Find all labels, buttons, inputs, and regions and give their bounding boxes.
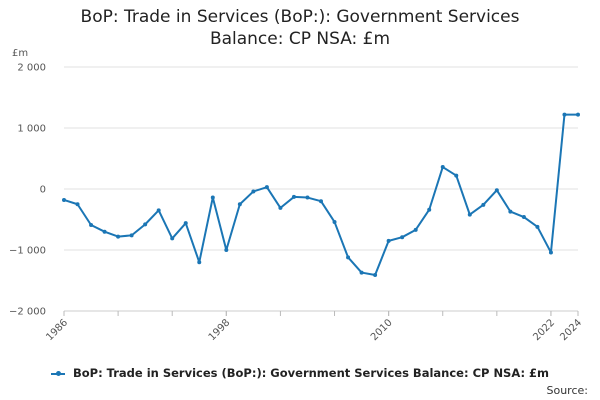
data-point[interactable] xyxy=(521,215,526,220)
data-point[interactable] xyxy=(481,202,486,207)
data-point[interactable] xyxy=(346,255,351,260)
chart-title-line-2: Balance: CP NSA: £m xyxy=(209,29,391,49)
series-group xyxy=(62,112,580,278)
data-point[interactable] xyxy=(535,224,540,229)
data-point[interactable] xyxy=(129,233,134,238)
x-tick-label: 2010 xyxy=(369,317,395,343)
data-point[interactable] xyxy=(224,248,229,252)
data-point[interactable] xyxy=(386,238,391,243)
data-point[interactable] xyxy=(548,250,553,255)
data-point[interactable] xyxy=(170,236,175,241)
data-point[interactable] xyxy=(427,207,432,212)
data-point[interactable] xyxy=(467,212,472,217)
y-axis-ticks: 2 000 1 000 0 −1 000 −2 000 xyxy=(9,63,46,318)
data-point[interactable] xyxy=(183,221,188,226)
chart-title-line-1: BoP: Trade in Services (BoP:): Governmen… xyxy=(80,7,520,27)
data-point[interactable] xyxy=(75,202,80,207)
data-point[interactable] xyxy=(359,270,364,275)
data-point[interactable] xyxy=(332,219,337,224)
data-point[interactable] xyxy=(440,165,445,170)
y-tick-label: 2 000 xyxy=(17,63,46,74)
x-axis-ticks: 1986 1998 2010 2022 2024 xyxy=(44,310,584,343)
x-tick-label: 2022 xyxy=(531,317,557,343)
series-line xyxy=(63,113,578,277)
y-tick-label: −2 000 xyxy=(9,307,46,318)
data-point[interactable] xyxy=(454,173,459,178)
x-tick-label: 1998 xyxy=(207,317,233,343)
data-point[interactable] xyxy=(102,229,107,234)
data-point[interactable] xyxy=(400,235,405,240)
data-point[interactable] xyxy=(562,112,567,117)
chart-title: BoP: Trade in Services (BoP:): Governmen… xyxy=(0,6,600,50)
data-point[interactable] xyxy=(319,199,323,204)
y-axis-unit-label: £m xyxy=(12,48,28,59)
x-tick-label: 1986 xyxy=(44,317,70,343)
data-point[interactable] xyxy=(156,208,161,213)
data-point[interactable] xyxy=(305,195,310,200)
y-tick-label: 1 000 xyxy=(17,124,46,135)
data-point[interactable] xyxy=(251,189,256,194)
data-point[interactable] xyxy=(291,194,296,199)
gridlines xyxy=(64,66,578,312)
legend: BoP: Trade in Services (BoP:): Governmen… xyxy=(0,366,600,380)
data-point[interactable] xyxy=(210,195,215,200)
data-point[interactable] xyxy=(143,222,148,227)
data-point[interactable] xyxy=(494,188,499,193)
data-point[interactable] xyxy=(278,205,283,210)
data-point[interactable] xyxy=(197,260,202,265)
data-point[interactable] xyxy=(576,112,580,117)
source-label: Source: xyxy=(546,384,589,397)
x-tick-label: 2024 xyxy=(558,317,584,343)
data-point[interactable] xyxy=(264,185,269,190)
data-point[interactable] xyxy=(413,227,418,232)
data-point[interactable] xyxy=(508,209,513,214)
legend-swatch-icon xyxy=(50,370,65,376)
y-tick-label: 0 xyxy=(40,185,46,196)
legend-label: BoP: Trade in Services (BoP:): Governmen… xyxy=(72,366,550,380)
data-point[interactable] xyxy=(116,234,121,239)
data-point[interactable] xyxy=(237,202,242,207)
data-point[interactable] xyxy=(89,222,94,227)
data-point[interactable] xyxy=(373,273,378,278)
y-tick-label: −1 000 xyxy=(9,246,46,257)
data-point[interactable] xyxy=(62,197,66,202)
